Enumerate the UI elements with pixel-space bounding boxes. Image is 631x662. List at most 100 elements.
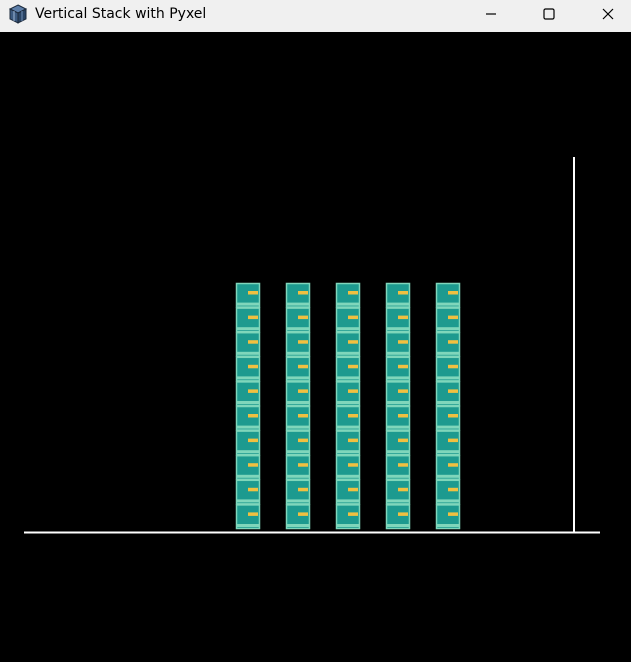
window-title: Vertical Stack with Pyxel xyxy=(35,6,207,22)
stack-block xyxy=(235,504,261,530)
maximize-icon xyxy=(543,8,555,20)
block-marker xyxy=(348,414,358,418)
stack-block xyxy=(285,356,311,382)
block-marker xyxy=(448,291,458,295)
stack-block xyxy=(335,405,361,431)
block-marker xyxy=(398,291,408,295)
block-stack xyxy=(335,282,361,530)
stack-block xyxy=(385,405,411,431)
stack-block xyxy=(285,504,311,530)
game-canvas[interactable] xyxy=(0,32,631,662)
stack-block xyxy=(385,430,411,456)
stack-block xyxy=(385,307,411,333)
minimize-icon xyxy=(486,13,496,15)
block-marker xyxy=(448,414,458,418)
block-marker xyxy=(248,340,258,344)
stack-block xyxy=(285,405,311,431)
maximize-button[interactable] xyxy=(526,0,572,28)
block-marker xyxy=(298,291,308,295)
block-marker xyxy=(398,414,408,418)
block-marker xyxy=(398,315,408,320)
block-marker xyxy=(348,463,358,467)
stack-block xyxy=(335,282,361,308)
block-marker xyxy=(348,340,358,344)
stack-block xyxy=(435,479,461,505)
block-marker xyxy=(398,438,408,443)
stack-block xyxy=(235,479,261,505)
block-marker xyxy=(398,364,408,369)
block-marker xyxy=(298,463,308,467)
stack-block xyxy=(285,430,311,456)
title-bar[interactable]: Vertical Stack with Pyxel xyxy=(0,0,631,32)
block-marker xyxy=(448,487,458,492)
block-stack xyxy=(435,282,461,530)
stack-block xyxy=(235,331,261,358)
block-marker xyxy=(298,389,308,393)
block-marker xyxy=(398,463,408,467)
block-marker xyxy=(248,389,258,393)
block-stack xyxy=(285,282,311,530)
stack-block xyxy=(435,331,461,358)
stack-block xyxy=(435,405,461,431)
block-marker xyxy=(398,487,408,492)
block-marker xyxy=(448,389,458,393)
stack-block xyxy=(235,282,261,308)
stack-block xyxy=(435,381,461,407)
close-icon xyxy=(602,8,614,20)
stack-block xyxy=(385,282,411,308)
stack-block xyxy=(285,282,311,308)
stack-block xyxy=(285,331,311,358)
block-marker xyxy=(248,364,258,369)
pyxel-cube-icon xyxy=(8,4,28,24)
stack-block xyxy=(435,430,461,456)
block-marker xyxy=(298,438,308,443)
stack-block xyxy=(335,331,361,358)
block-marker xyxy=(248,487,258,492)
block-marker xyxy=(348,487,358,492)
block-marker xyxy=(248,315,258,320)
stack-block xyxy=(335,504,361,530)
block-marker xyxy=(348,512,358,516)
close-button[interactable] xyxy=(585,0,631,28)
block-marker xyxy=(448,438,458,443)
stack-block xyxy=(235,307,261,333)
block-marker xyxy=(248,291,258,295)
block-marker xyxy=(298,414,308,418)
block-marker xyxy=(348,315,358,320)
stack-block xyxy=(435,356,461,382)
stack-block xyxy=(335,454,361,481)
block-marker xyxy=(248,414,258,418)
stack-block xyxy=(335,381,361,407)
stack-block xyxy=(235,381,261,407)
block-marker xyxy=(298,512,308,516)
stack-block xyxy=(335,356,361,382)
stack-block xyxy=(235,430,261,456)
block-marker xyxy=(298,340,308,344)
stack-block xyxy=(385,356,411,382)
block-marker xyxy=(348,438,358,443)
block-stack xyxy=(385,282,411,530)
block-marker xyxy=(448,340,458,344)
block-stack xyxy=(235,282,261,530)
block-stacks xyxy=(235,282,461,530)
stack-block xyxy=(285,381,311,407)
stack-block xyxy=(235,454,261,481)
block-marker xyxy=(248,438,258,443)
stack-block xyxy=(385,479,411,505)
game-stage xyxy=(24,157,600,534)
block-marker xyxy=(398,389,408,393)
minimize-button[interactable] xyxy=(468,0,514,28)
stack-block xyxy=(385,504,411,530)
stack-block xyxy=(435,282,461,308)
block-marker xyxy=(448,315,458,320)
stack-block xyxy=(285,454,311,481)
block-marker xyxy=(348,389,358,393)
block-marker xyxy=(298,487,308,492)
block-marker xyxy=(398,340,408,344)
stack-block xyxy=(285,307,311,333)
block-marker xyxy=(448,512,458,516)
stack-block xyxy=(335,307,361,333)
stack-block xyxy=(435,454,461,481)
stack-block xyxy=(385,331,411,358)
